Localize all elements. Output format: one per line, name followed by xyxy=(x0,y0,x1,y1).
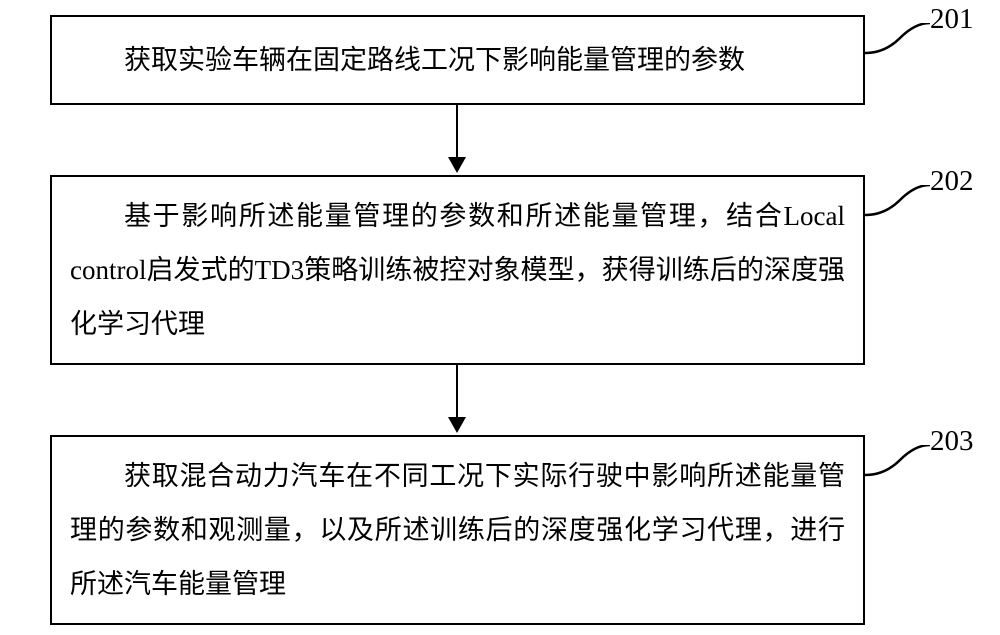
arrow-202-to-203 xyxy=(448,365,466,433)
step-text-202: 基于影响所述能量管理的参数和所述能量管理，结合Local control启发式的… xyxy=(70,189,845,351)
callout-202 xyxy=(865,185,935,225)
step-text-201: 获取实验车辆在固定路线工况下影响能量管理的参数 xyxy=(70,33,845,87)
callout-203 xyxy=(865,445,935,485)
step-text-203: 获取混合动力汽车在不同工况下实际行驶中影响所述能量管理的参数和观测量，以及所述训… xyxy=(70,449,845,611)
step-box-201: 获取实验车辆在固定路线工况下影响能量管理的参数 xyxy=(50,15,865,105)
arrow-line xyxy=(456,365,459,417)
callout-curve-icon xyxy=(865,445,935,485)
arrow-line xyxy=(456,105,459,157)
arrow-head-icon xyxy=(448,157,466,173)
callout-label-202: 202 xyxy=(930,165,974,198)
callout-curve-icon xyxy=(865,23,935,63)
step-box-203: 获取混合动力汽车在不同工况下实际行驶中影响所述能量管理的参数和观测量，以及所述训… xyxy=(50,435,865,625)
arrow-201-to-202 xyxy=(448,105,466,173)
arrow-head-icon xyxy=(448,417,466,433)
step-box-202: 基于影响所述能量管理的参数和所述能量管理，结合Local control启发式的… xyxy=(50,175,865,365)
callout-label-201: 201 xyxy=(930,3,974,36)
callout-label-203: 203 xyxy=(930,425,974,458)
callout-201 xyxy=(865,23,935,63)
callout-curve-icon xyxy=(865,185,935,225)
